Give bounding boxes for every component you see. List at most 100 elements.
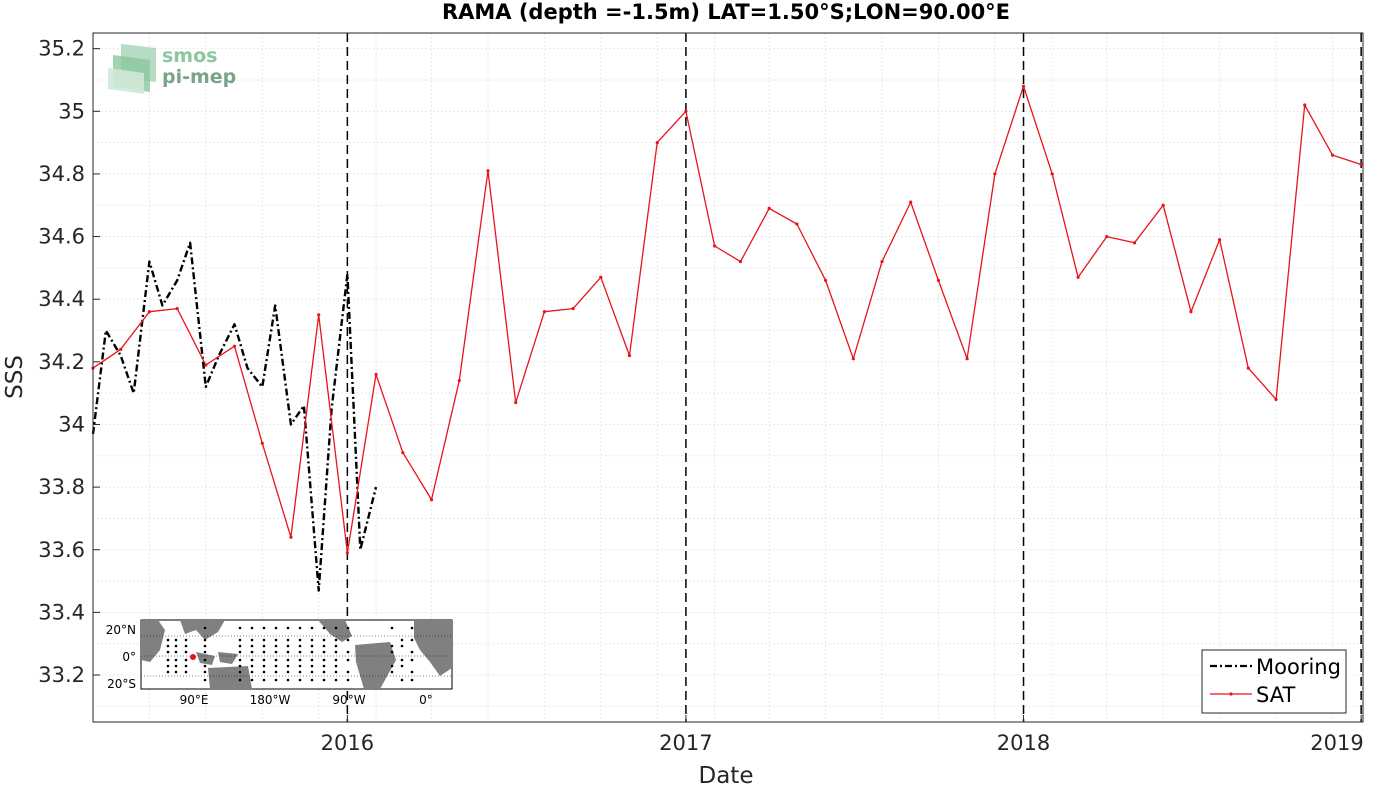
logo-line2: pi-mep — [162, 66, 236, 88]
map-buoy-dot — [250, 644, 254, 648]
map-buoy-dot — [250, 670, 254, 674]
map-buoy-dot — [310, 638, 314, 642]
sat-point — [571, 307, 575, 311]
map-buoy-dot — [286, 638, 290, 642]
map-lon-label-180w: 180°W — [250, 693, 291, 707]
map-buoy-dot — [274, 650, 278, 654]
sat-point — [1021, 84, 1026, 88]
map-buoy-dot — [262, 650, 266, 654]
map-buoy-dot — [390, 650, 394, 654]
map-buoy-dot — [346, 626, 350, 630]
map-buoy-dot — [262, 626, 266, 630]
sat-point — [119, 347, 123, 351]
plot-frame — [92, 32, 1364, 723]
map-buoy-dot — [298, 670, 302, 674]
map-buoy-dot — [250, 650, 254, 654]
plot-background — [93, 33, 1363, 722]
map-buoy-dot — [322, 658, 326, 662]
map-buoy-dot — [298, 638, 302, 642]
map-buoy-dot — [166, 658, 170, 662]
inset-map: 20°N 0° 20°S 90°E 180°W 90°W 0° — [106, 619, 453, 707]
land-asia-south — [180, 620, 225, 640]
map-buoy-dot — [322, 678, 326, 682]
map-buoy-dot — [410, 678, 414, 682]
sat-point — [965, 357, 969, 361]
x-tick-label: 2016 — [321, 731, 374, 755]
land-north-america — [318, 620, 352, 642]
x-tick-label: 2019 — [1310, 731, 1363, 755]
map-buoy-dot — [184, 644, 188, 648]
map-buoy-dot — [310, 678, 314, 682]
map-buoy-dot — [166, 664, 170, 668]
map-buoy-dot — [346, 638, 350, 642]
land-africa-west — [414, 620, 452, 676]
map-buoy-dot — [400, 664, 404, 668]
y-axis-label: SSS — [2, 355, 28, 399]
sat-point — [1189, 310, 1193, 314]
legend-swatch-sat-dot — [1229, 692, 1233, 696]
map-buoy-dot — [184, 650, 188, 654]
x-axis-label: Date — [699, 763, 754, 787]
map-buoy-dot — [274, 678, 278, 682]
map-buoy-dot — [250, 678, 254, 682]
map-buoy-dot — [166, 670, 170, 674]
map-buoy-dot — [400, 658, 404, 662]
map-buoy-dot — [310, 626, 314, 630]
map-buoy-dot — [262, 678, 266, 682]
map-buoy-dot — [203, 650, 207, 654]
map-buoy-dot — [262, 670, 266, 674]
y-tick-label: 33.8 — [38, 475, 85, 499]
map-buoy-dot — [286, 650, 290, 654]
map-buoy-dot — [390, 626, 394, 630]
sat-point — [599, 275, 603, 279]
map-buoy-dot — [262, 658, 266, 662]
map-buoy-dot — [203, 664, 207, 668]
map-lon-label-0: 0° — [419, 693, 433, 707]
map-buoy-dot — [174, 664, 178, 668]
map-buoy-dot — [286, 678, 290, 682]
map-buoy-dot — [274, 644, 278, 648]
legend: Mooring SAT — [1201, 649, 1347, 714]
map-buoy-dot — [174, 670, 178, 674]
y-tick-label: 34 — [58, 412, 85, 436]
map-buoy-dot — [184, 658, 188, 662]
sat-point — [1274, 397, 1278, 402]
map-buoy-dot — [310, 658, 314, 662]
sat-point — [712, 244, 717, 248]
land-new-guinea — [218, 652, 238, 664]
map-buoy-dot — [310, 644, 314, 648]
sat-point — [175, 307, 179, 311]
map-buoy-dot — [238, 678, 242, 682]
map-buoy-dot — [334, 658, 338, 662]
sat-point — [260, 441, 264, 445]
map-buoy-dot — [298, 650, 302, 654]
map-buoy-dot — [238, 644, 242, 648]
map-buoy-dot — [298, 626, 302, 630]
map-buoy-dot — [274, 638, 278, 642]
map-buoy-dot — [334, 638, 338, 642]
land-south-america — [355, 642, 396, 689]
sat-point — [627, 353, 632, 358]
map-buoy-dot — [410, 626, 414, 630]
y-tick-label: 34.6 — [38, 225, 85, 249]
map-lat-label-0: 0° — [122, 650, 136, 664]
y-tick-label: 33.4 — [38, 600, 85, 624]
map-buoy-dot — [203, 678, 207, 682]
map-buoy-dot — [174, 644, 178, 648]
map-buoy-dot — [238, 658, 242, 662]
map-buoy-dot — [346, 658, 350, 662]
y-tick-label: 33.2 — [38, 663, 85, 687]
map-buoy-dot — [322, 626, 326, 630]
land-africa-east — [141, 620, 165, 662]
sat-point — [542, 310, 546, 314]
map-buoy-dot — [410, 638, 414, 642]
x-tick-labels: 2016 2017 2018 2019 — [321, 715, 1364, 755]
sat-point — [514, 400, 518, 405]
map-buoy-dot — [286, 658, 290, 662]
map-buoy-dot — [322, 650, 326, 654]
map-buoy-dot — [166, 650, 170, 654]
map-buoy-dot — [203, 626, 207, 630]
y-tick-label: 35.2 — [38, 37, 85, 61]
map-buoy-dot — [298, 658, 302, 662]
